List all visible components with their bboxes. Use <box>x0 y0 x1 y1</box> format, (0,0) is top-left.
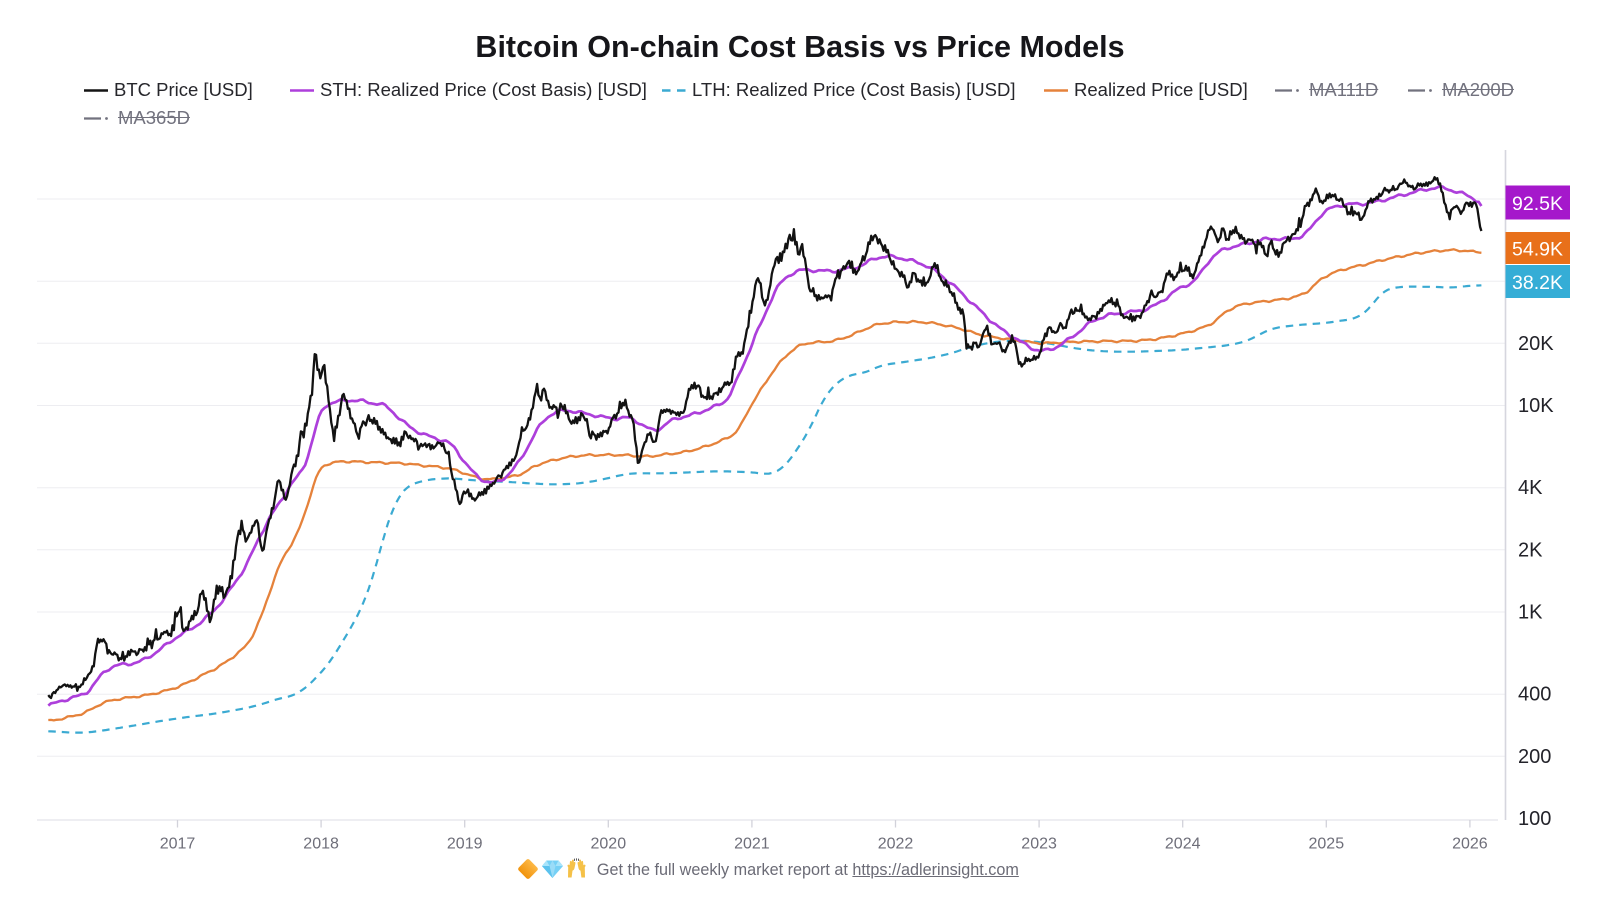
svg-text:100: 100 <box>1518 808 1551 830</box>
svg-text:2024: 2024 <box>1165 836 1201 853</box>
svg-text:2K: 2K <box>1518 539 1543 561</box>
svg-text:20K: 20K <box>1518 333 1554 355</box>
svg-text:2021: 2021 <box>734 836 770 853</box>
svg-text:1K: 1K <box>1518 602 1543 624</box>
svg-text:2025: 2025 <box>1309 836 1345 853</box>
svg-text:38.2K: 38.2K <box>1512 272 1563 294</box>
svg-text:2018: 2018 <box>303 836 339 853</box>
svg-text:2019: 2019 <box>447 836 483 853</box>
svg-text:2023: 2023 <box>1021 836 1057 853</box>
svg-text:200: 200 <box>1518 746 1551 768</box>
svg-text:54.9K: 54.9K <box>1512 239 1563 261</box>
svg-text:2022: 2022 <box>878 836 914 853</box>
svg-text:2020: 2020 <box>591 836 627 853</box>
svg-text:2017: 2017 <box>160 836 196 853</box>
svg-text:92.5K: 92.5K <box>1512 193 1563 215</box>
svg-text:4K: 4K <box>1518 477 1543 499</box>
svg-text:2026: 2026 <box>1452 836 1488 853</box>
svg-text:10K: 10K <box>1518 395 1554 417</box>
svg-text:400: 400 <box>1518 684 1551 706</box>
